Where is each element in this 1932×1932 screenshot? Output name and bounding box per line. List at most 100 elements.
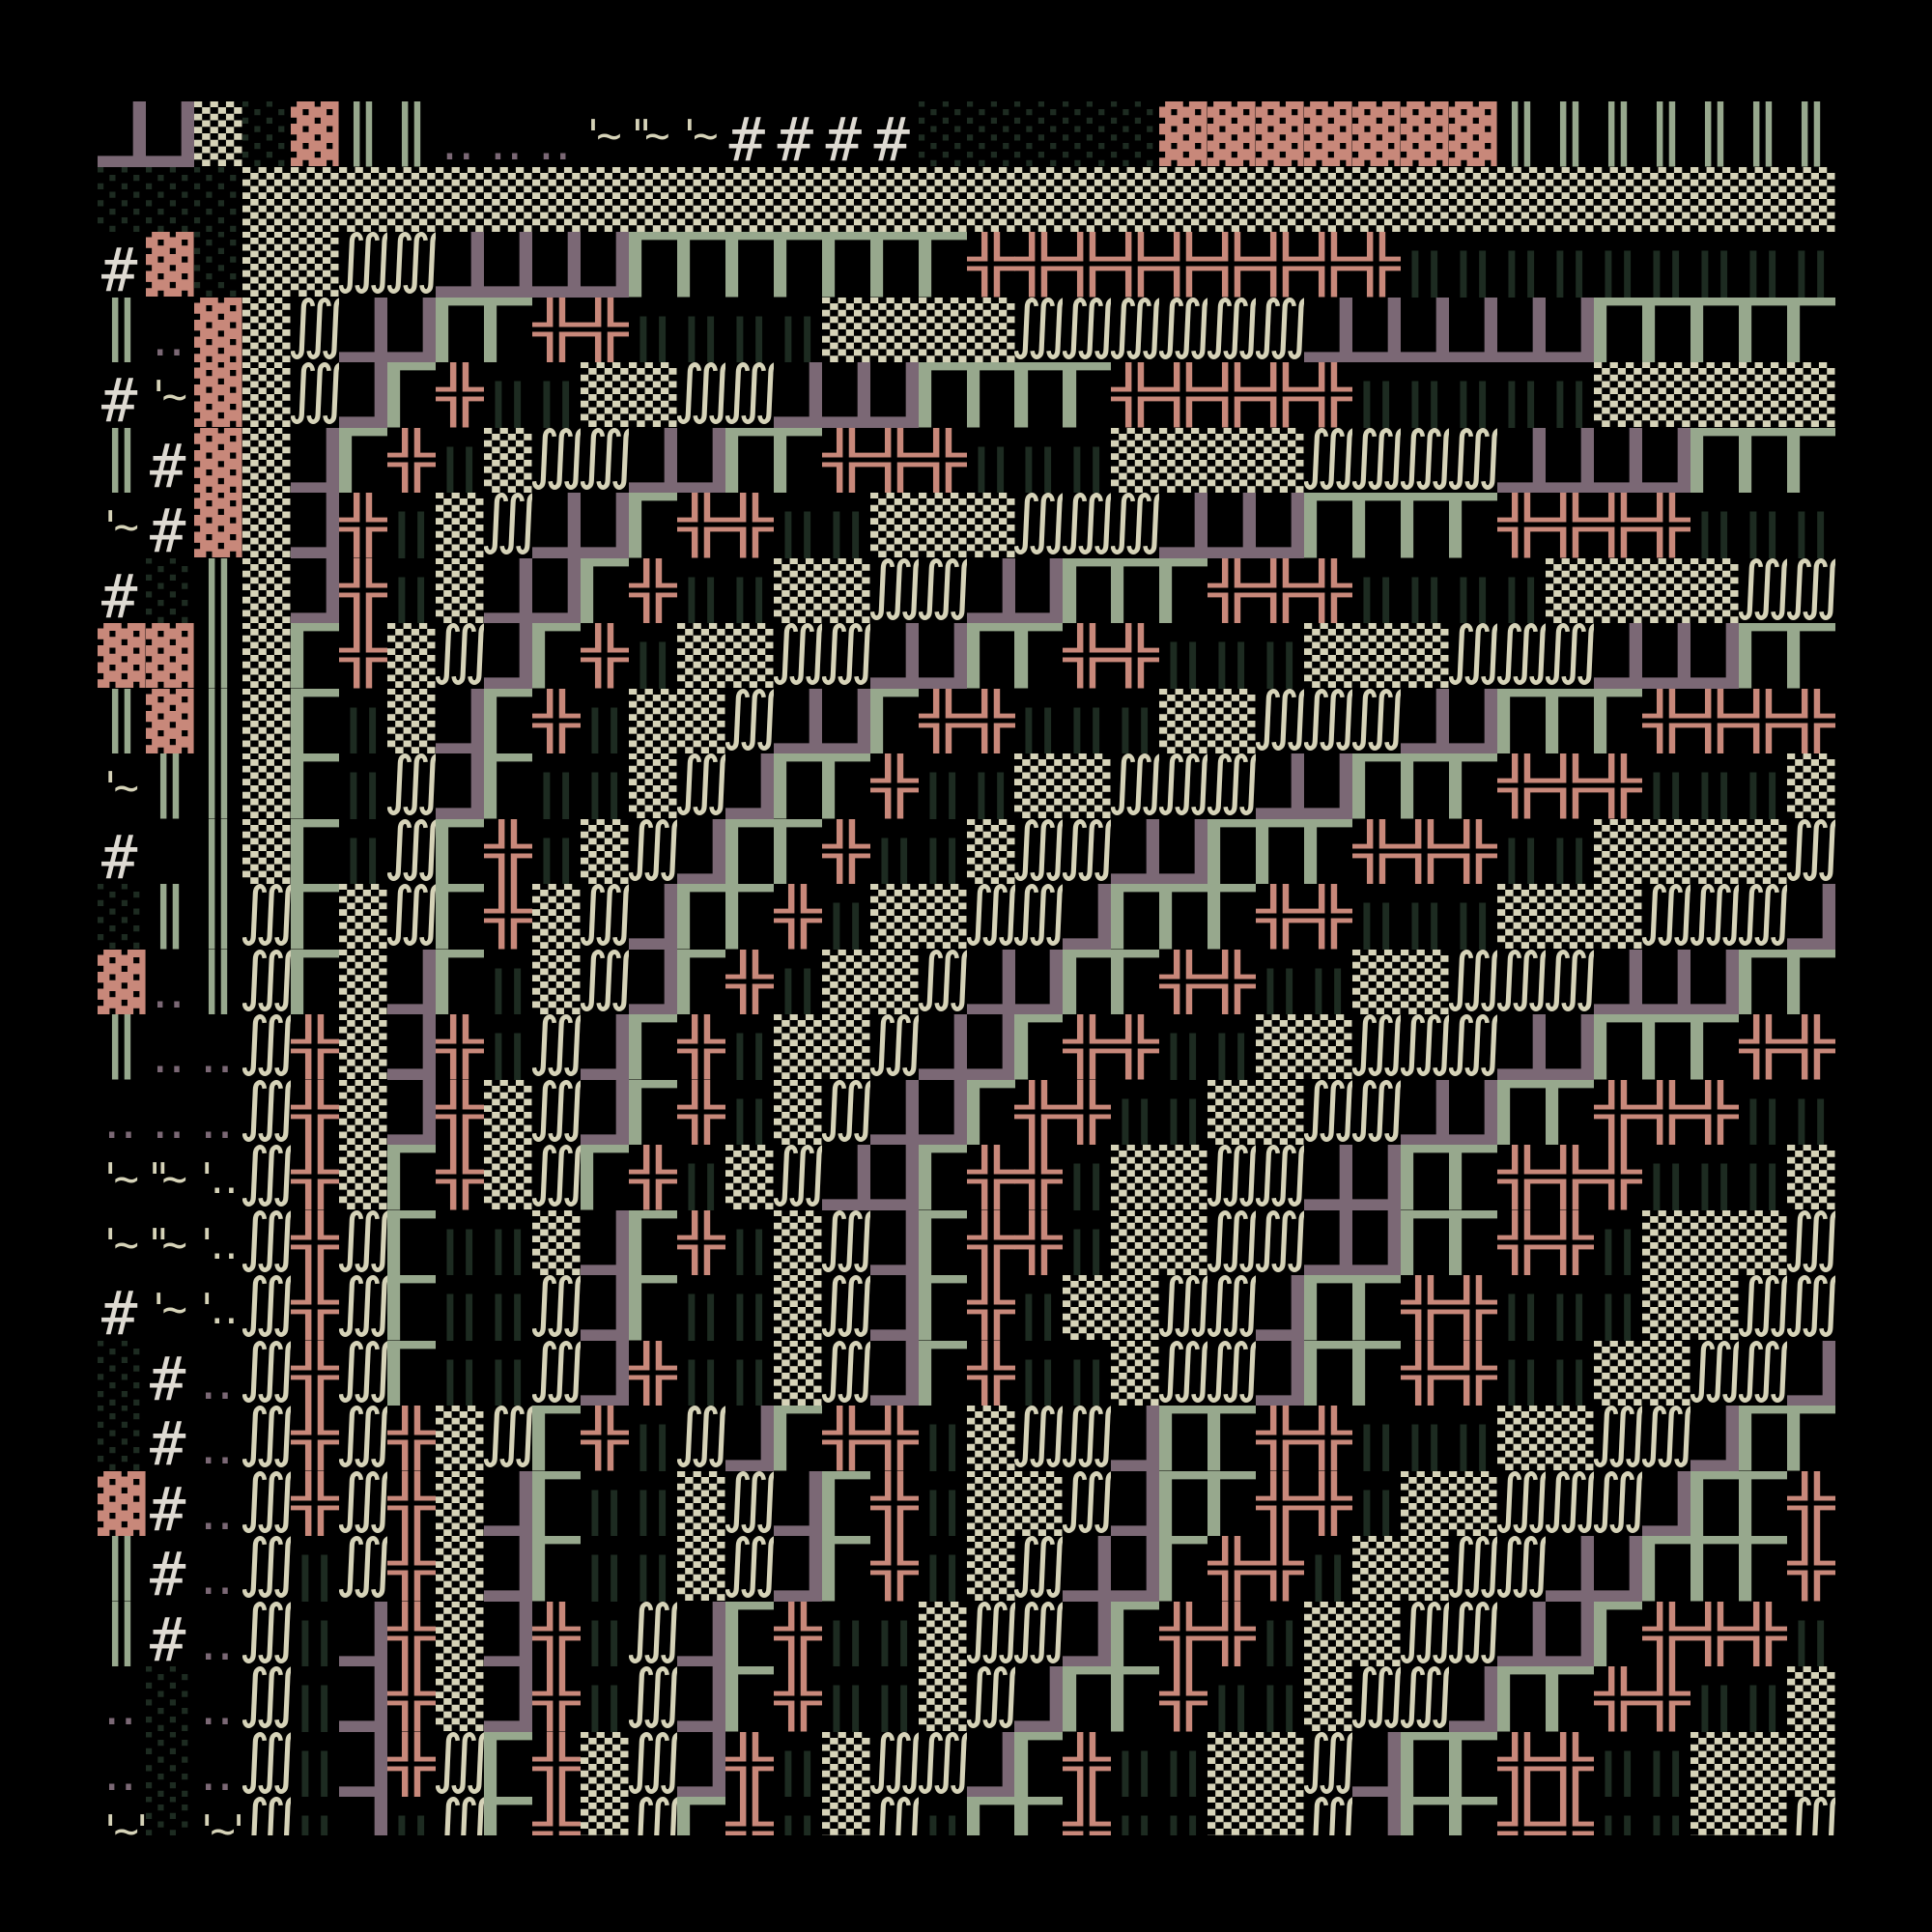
- mauve-corner-glyph: ┛: [1304, 1145, 1352, 1210]
- mauve-corner-glyph: ┛: [1111, 1471, 1159, 1537]
- mauve-corner-glyph: ┛: [484, 623, 532, 689]
- grid-cell: ‖: [1159, 1732, 1208, 1797]
- mauve-corner-glyph: ┛: [1111, 1536, 1159, 1602]
- medium-shade-glyph: ▒: [1739, 1797, 1787, 1835]
- grid-cell: ▒: [1739, 1732, 1787, 1798]
- sage-corner-glyph: ┏: [339, 428, 387, 494]
- double-cross-glyph: ╬: [1546, 1145, 1594, 1209]
- dense-shade-glyph: ▓: [98, 949, 146, 1014]
- mauve-corner-glyph: ┛: [291, 493, 339, 558]
- dark-bar-glyph: ‖: [821, 1607, 870, 1666]
- medium-shade-glyph: ▒: [676, 688, 725, 753]
- grid-cell: ▒: [1739, 1210, 1787, 1276]
- mauve-corner-glyph: ┛: [1352, 1732, 1401, 1798]
- grid-cell: ‖: [484, 362, 532, 427]
- double-cross-glyph: ╬: [1304, 884, 1352, 949]
- double-cross-glyph: ╬: [1449, 1340, 1497, 1406]
- double-cross-glyph: ╬: [1063, 1731, 1112, 1797]
- dots-glyph: ‥: [199, 1418, 234, 1471]
- medium-shade-glyph: ▒: [966, 1470, 1015, 1536]
- medium-shade-glyph: ▒: [1739, 1731, 1787, 1797]
- sage-corner-glyph: ┏: [1111, 884, 1159, 950]
- mauve-corner-glyph: ┛: [870, 623, 919, 689]
- medium-shade-glyph: ▒: [1111, 1275, 1159, 1340]
- tick-tilde-glyph: '~: [98, 763, 139, 812]
- grid-cell: ▒: [919, 493, 967, 558]
- sage-corner-glyph: ┏: [919, 1341, 967, 1406]
- grid-cell: ┛: [339, 362, 387, 428]
- grid-cell: ╬: [822, 819, 870, 885]
- grid-cell: ▒: [1690, 167, 1739, 233]
- medium-shade-glyph: ▒: [1787, 166, 1835, 232]
- double-cross-glyph: ╬: [676, 1079, 725, 1145]
- grid-cell: ▒: [436, 493, 484, 558]
- grid-cell: #: [98, 232, 146, 298]
- grid-cell: ▓: [98, 623, 146, 689]
- grid-cell: ∭: [532, 1014, 581, 1080]
- grid-cell: ╬: [387, 1602, 436, 1667]
- dots-glyph: ‥: [199, 1679, 234, 1732]
- grid-cell: ▒: [1304, 1666, 1352, 1732]
- medium-shade-glyph: ▒: [386, 623, 436, 688]
- dark-bar-glyph: ‖: [1014, 1347, 1064, 1406]
- mauve-corner-glyph: ┛: [677, 1732, 725, 1798]
- double-cross-glyph: ╬: [1401, 818, 1449, 884]
- grid-cell: ┏: [1787, 428, 1835, 494]
- grid-cell: ‖: [822, 1666, 870, 1731]
- grid-cell: ╬: [1208, 1602, 1256, 1667]
- grid-cell: ░: [146, 1732, 194, 1798]
- grid-cell: ∭: [1014, 493, 1063, 558]
- dark-bar-glyph: ‖: [1739, 1151, 1787, 1210]
- grid-cell: ‖: [1014, 1275, 1063, 1340]
- grid-cell: ╬: [1642, 1602, 1690, 1667]
- medium-shade-glyph: ▒: [1063, 1275, 1112, 1340]
- sage-corner-glyph: ┏: [1787, 298, 1835, 363]
- mauve-corner-glyph: ┛: [387, 1080, 436, 1146]
- grid-cell: ┛: [436, 232, 484, 298]
- triple-integral-glyph: ∭: [339, 1341, 387, 1401]
- grid-cell: ∭: [532, 1145, 581, 1210]
- grid-cell: ┏: [1401, 1210, 1449, 1276]
- sage-corner-glyph: ┏: [774, 753, 822, 819]
- grid-cell: ‖: [291, 1732, 339, 1797]
- light-shade-glyph: ░: [98, 166, 146, 232]
- medium-shade-glyph: ▒: [1208, 427, 1256, 493]
- grid-cell: ┏: [1690, 298, 1739, 363]
- dark-bar-glyph: ‖: [1594, 1281, 1642, 1341]
- double-bar-glyph: ║: [1594, 101, 1642, 166]
- grid-cell: ▒: [822, 298, 870, 363]
- hash-glyph: #: [777, 104, 813, 167]
- grid-cell: ┏: [581, 558, 629, 624]
- dark-bar-glyph: ‖: [483, 1020, 532, 1080]
- mauve-corner-glyph: ┛: [1304, 753, 1352, 819]
- triple-integral-glyph: ∭: [1111, 753, 1159, 813]
- grid-cell: ┏: [484, 298, 532, 363]
- grid-cell: ∭: [1208, 1275, 1256, 1341]
- mauve-corner-glyph: ┛: [1690, 950, 1739, 1015]
- grid-cell: ╬: [1304, 232, 1352, 298]
- grid-cell: ┛: [1352, 1145, 1401, 1210]
- medium-shade-glyph: ▒: [966, 297, 1015, 362]
- grid-cell: ▒: [581, 167, 629, 233]
- grid-cell: ▒: [436, 558, 484, 624]
- medium-shade-glyph: ▒: [1739, 1209, 1787, 1275]
- triple-integral-glyph: ∭: [725, 1471, 774, 1531]
- dark-bar-glyph: ‖: [1256, 629, 1304, 689]
- grid-cell: ┛: [629, 428, 677, 494]
- grid-cell: ┏: [387, 1275, 436, 1341]
- mauve-corner-glyph: ┛: [532, 558, 581, 624]
- grid-cell: ┏: [870, 232, 919, 298]
- grid-cell: ‖: [629, 1536, 677, 1601]
- grid-cell: ┏: [1159, 1471, 1208, 1537]
- dark-bar-glyph: ‖: [1256, 955, 1304, 1014]
- grid-cell: ‖: [1014, 1341, 1063, 1406]
- grid-cell: ▒: [387, 689, 436, 754]
- grid-cell: ‖: [1690, 232, 1739, 297]
- sage-corner-glyph: ┏: [1401, 1210, 1449, 1276]
- dense-shade-glyph: ▓: [193, 427, 242, 493]
- triple-integral-glyph: ∭: [1352, 689, 1401, 749]
- grid-cell: ∭: [629, 1797, 677, 1835]
- grid-cell: ┏: [919, 1210, 967, 1276]
- mauve-corner-glyph: ┛: [339, 1732, 387, 1798]
- triple-integral-glyph: ∭: [339, 1275, 387, 1335]
